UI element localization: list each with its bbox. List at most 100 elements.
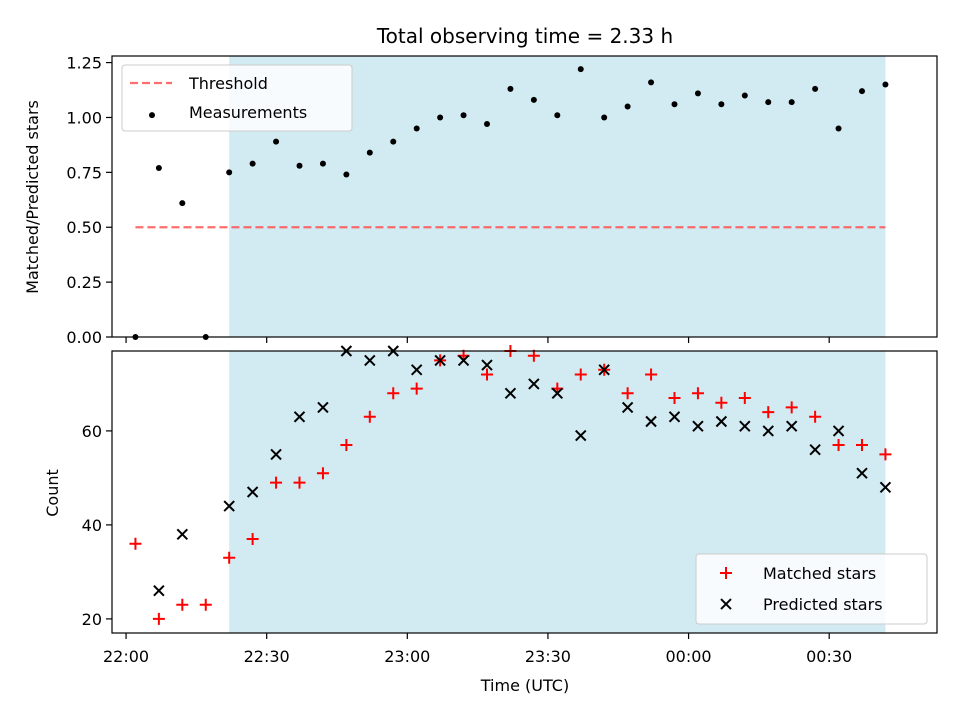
top-y-tick-label: 1.00 [66, 108, 102, 127]
top-series-0-point [788, 99, 795, 106]
bottom-series-0-point [481, 368, 493, 381]
top-legend: Threshold Measurements [121, 64, 353, 132]
bottom-series-0-point [316, 467, 329, 480]
bottom-series-0-point [176, 598, 189, 611]
bottom-legend: Matched stars Predicted stars [695, 553, 928, 625]
bottom-series-1-point [481, 359, 493, 371]
top-series-0-point [226, 169, 233, 176]
bottom-axes-frame [111, 350, 938, 634]
top-series-0-point [390, 138, 397, 145]
top-series-0-point [812, 85, 819, 92]
top-y-tick-label: 1.25 [66, 54, 102, 73]
bottom-series-0-point [762, 406, 775, 419]
x-axis-label: Time (UTC) [480, 676, 569, 695]
bottom-series-1-point [621, 401, 634, 414]
top-series-0-point [155, 164, 162, 171]
bottom-series-1-point [364, 354, 376, 367]
bottom-y-tick-label: 40 [82, 516, 102, 535]
bottom-series-0-point [129, 537, 142, 550]
bottom-y-tick-label: 20 [82, 610, 102, 629]
top-legend-label-0: Threshold [188, 74, 268, 93]
bottom-x-tick-label: 00:30 [806, 647, 852, 666]
top-series-0-point [413, 125, 420, 132]
bottom-series-0-point [387, 387, 400, 400]
top-y-tick-label: 0.75 [66, 163, 102, 182]
top-series-0-point [484, 121, 490, 128]
bottom-series-1-point [410, 364, 423, 376]
bottom-series-1-point [457, 354, 470, 367]
bottom-series-1-point [692, 420, 704, 432]
bottom-series-1-point [879, 481, 892, 494]
bottom-y-axis-label: Count [43, 469, 62, 517]
top-series-0-point [507, 85, 514, 92]
bottom-x-tick-label: 23:00 [384, 647, 430, 666]
top-series-0-point [437, 114, 444, 121]
bottom-series-1-point [270, 448, 282, 461]
top-series-0-point [859, 88, 865, 95]
top-legend-box [121, 64, 353, 132]
top-series-0-point [296, 162, 303, 169]
top-panel: 0.00 0.25 0.50 0.75 1.00 1.25 Threshold Measure… [66, 54, 938, 347]
bottom-legend-label-0: Matched stars [763, 564, 876, 583]
bottom-series-0-point [223, 551, 236, 564]
top-series-0-point [648, 79, 655, 86]
bottom-series-0-point [527, 349, 540, 362]
top-y-axis-label: Matched/Predicted stars [23, 100, 42, 294]
bottom-series-1-point [246, 486, 259, 498]
top-y-tick-label: 0.00 [66, 328, 102, 347]
bottom-series-0-point [738, 392, 751, 404]
bottom-series-1-point [739, 420, 751, 432]
bottom-x-tick-label: 00:00 [666, 647, 712, 666]
bottom-panel: 20 40 60 22:00 22:30 23:00 23:30 00:00 00:30 Matc… [82, 345, 938, 666]
bottom-series-0-point [246, 533, 259, 545]
top-series-0-point [694, 90, 701, 97]
bottom-series-1-point [856, 467, 868, 479]
bottom-series-0-point [621, 387, 634, 400]
top-series-0-point [273, 138, 280, 145]
bottom-series-0-point [152, 612, 165, 625]
bottom-legend-label-1: Predicted stars [763, 595, 883, 614]
bottom-x-tick-label: 22:30 [244, 647, 290, 666]
bottom-series-0-point [832, 439, 845, 451]
bottom-series-0-point [715, 396, 728, 409]
bottom-series-0-point [270, 476, 283, 489]
bottom-series-1-point [668, 411, 681, 423]
top-legend-marker-1 [149, 112, 155, 119]
top-series-0-point [741, 92, 748, 99]
top-series-0-point [765, 99, 772, 106]
top-y-tick-label: 0.50 [66, 218, 102, 237]
bottom-legend-marker-1 [720, 598, 732, 610]
top-series-0-point [882, 81, 889, 88]
bottom-series-1-point [598, 364, 610, 376]
top-series-0-point [835, 125, 842, 132]
bottom-series-0-point [645, 368, 658, 381]
bottom-series-0-point [199, 598, 212, 611]
bottom-series-0-point [691, 387, 704, 400]
bottom-series-0-point [809, 410, 822, 423]
bottom-series-1-point [317, 401, 329, 414]
top-series-0-point [249, 160, 256, 167]
bottom-x-tick-label: 23:30 [525, 647, 571, 666]
bottom-series-1-point [551, 387, 564, 400]
bottom-y-tick-label: 60 [82, 422, 102, 441]
bottom-series-1-point [809, 443, 821, 456]
bottom-series-1-point [785, 420, 798, 432]
bottom-series-1-point [434, 354, 446, 367]
bottom-series-1-point [176, 528, 189, 541]
bottom-series-0-point [340, 439, 353, 451]
top-series-0-point [366, 149, 373, 156]
top-legend-label-1: Measurements [189, 103, 307, 122]
top-series-0-point [179, 200, 186, 207]
top-series-0-point [718, 101, 725, 108]
top-series-0-point [624, 103, 631, 110]
bottom-series-0-point [410, 382, 423, 395]
top-series-0-point [671, 101, 678, 108]
top-series-0-point [343, 171, 350, 178]
top-series-0-point [577, 66, 584, 73]
top-series-0-point [554, 112, 561, 119]
bottom-series-1-point [645, 415, 657, 428]
bottom-series-1-point [715, 415, 728, 428]
bottom-series-1-point [504, 387, 517, 400]
bottom-series-1-point [223, 500, 235, 512]
